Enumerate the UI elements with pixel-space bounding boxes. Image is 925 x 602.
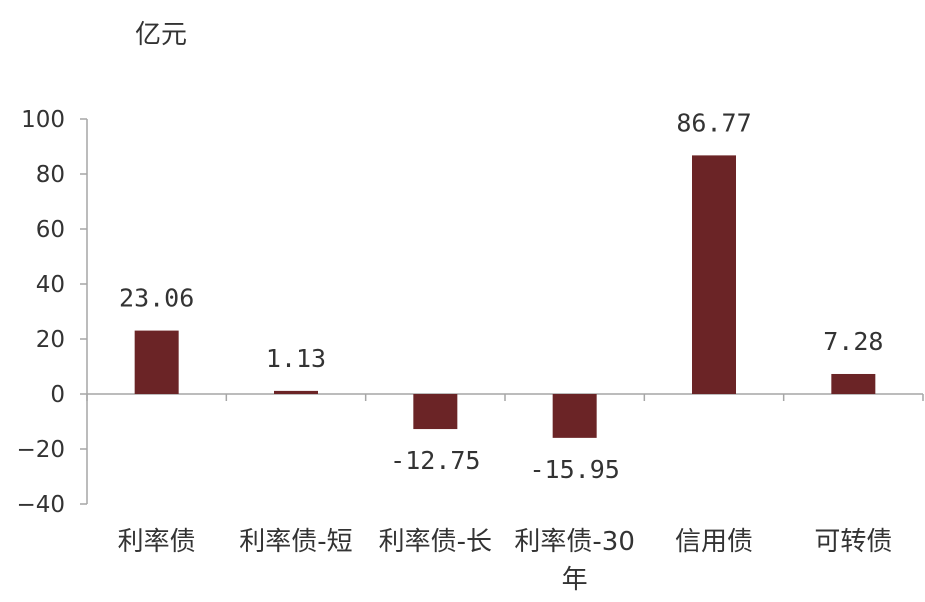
- bar: [552, 394, 597, 438]
- bar: [692, 155, 736, 394]
- x-category-label: 利率债: [118, 527, 196, 557]
- data-label: -15.95: [530, 455, 620, 484]
- y-tick-label: 0: [50, 382, 65, 408]
- x-category-label: 利率债-短: [239, 527, 352, 557]
- data-label: 7.28: [823, 327, 883, 356]
- data-label: 1.13: [266, 344, 326, 373]
- data-label: -12.75: [390, 446, 480, 475]
- y-tick-label: 40: [36, 272, 65, 298]
- x-category-label: 可转债: [814, 527, 892, 557]
- bar: [413, 394, 458, 430]
- y-tick-label: 100: [21, 107, 65, 133]
- y-tick-label: 80: [36, 162, 65, 188]
- y-axis-unit-label: 亿元: [135, 20, 188, 50]
- y-tick-label: −20: [16, 437, 65, 463]
- data-label: 86.77: [676, 108, 751, 137]
- y-tick-label: 60: [36, 217, 65, 243]
- x-category-label: 利率债-长: [379, 527, 492, 557]
- bar: [831, 373, 876, 394]
- x-category-label: 信用债: [675, 527, 753, 557]
- y-tick-label: −40: [16, 492, 65, 518]
- bar: [274, 390, 318, 394]
- bar: [134, 330, 179, 394]
- x-category-label: 利率债-30 年: [514, 527, 634, 595]
- data-label: 23.06: [119, 284, 194, 313]
- y-tick-label: 20: [36, 327, 65, 353]
